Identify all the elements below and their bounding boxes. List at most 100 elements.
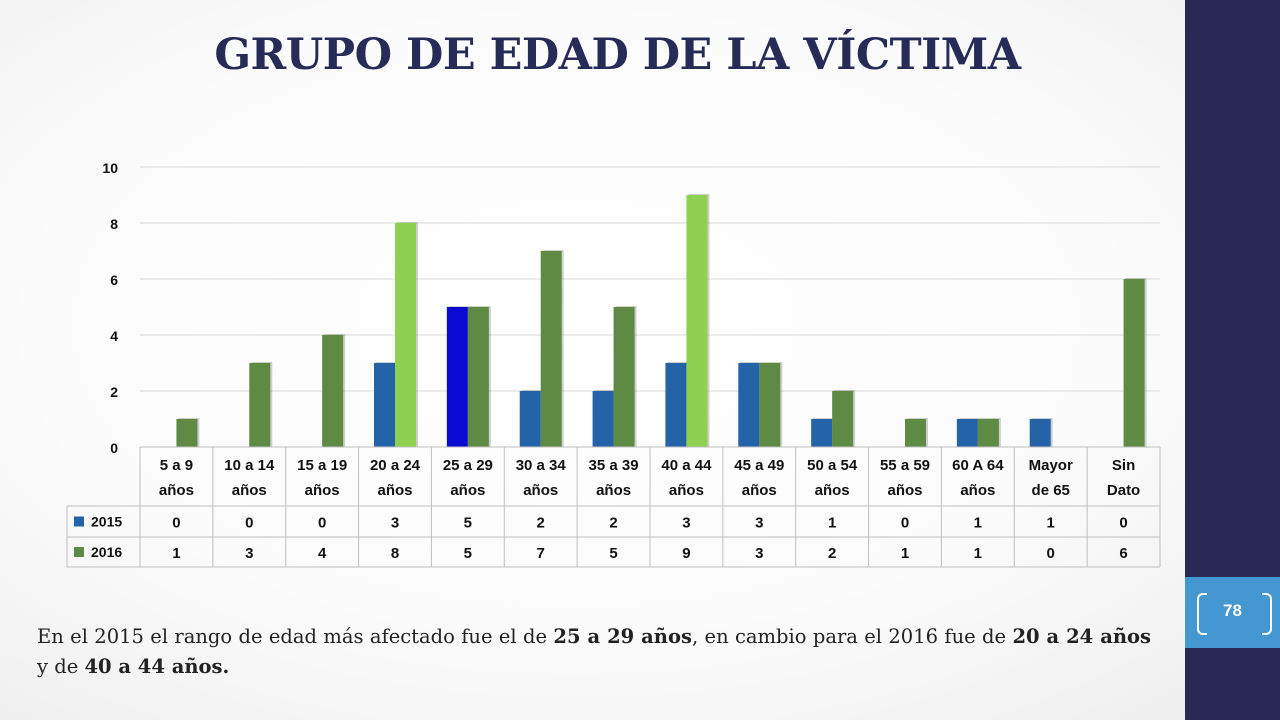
data-table-value: 0 [1119,515,1127,532]
note-bold-3: 40 a 44 años. [84,655,230,678]
note-text-2: , en cambio para el 2016 fue de [691,625,1013,648]
category-label: 20 a 24 [370,457,421,474]
category-label: años [450,482,485,499]
page-title: GRUPO DE EDAD DE LA VÍCTIMA [214,30,1021,80]
category-label: años [305,482,340,499]
category-label: de 65 [1032,482,1070,499]
data-table-value: 9 [682,545,690,562]
data-table-value: 1 [828,515,836,532]
legend-key-2016 [74,547,84,557]
data-table-value: 0 [901,515,909,532]
bar-2015 [519,391,541,447]
y-tick-label: 2 [110,384,118,400]
data-table-value: 1 [974,515,982,532]
page-number-badge: 78 [1185,577,1280,648]
data-table-value: 3 [755,545,763,562]
bar-2015 [446,307,468,447]
note-text-3: y de [37,655,85,678]
data-table-value: 1 [974,545,982,562]
data-table-value: 2 [828,545,836,562]
category-label: 10 a 14 [224,457,275,474]
category-label: años [815,482,850,499]
bar-2016 [832,391,854,447]
category-label: años [742,482,777,499]
category-label: 30 a 34 [516,457,567,474]
left-bracket-icon [1197,593,1207,635]
category-label: años [159,482,194,499]
category-label: años [523,482,558,499]
bar-2015 [956,419,978,447]
legend-label-2016: 2016 [91,544,122,560]
legend-label-2015: 2015 [91,514,122,530]
category-label: 45 a 49 [734,457,784,474]
data-table-value: 0 [318,515,326,532]
data-table-value: 6 [1119,545,1127,562]
data-table-value: 3 [391,515,399,532]
category-label: 50 a 54 [807,457,858,474]
right-bracket-icon [1262,593,1272,635]
page-number: 78 [1223,601,1242,620]
bar-2016 [322,335,344,447]
note-text-1: En el 2015 el rango de edad más afectado… [37,625,554,648]
bar-2016 [977,419,999,447]
y-tick-label: 8 [110,216,118,232]
data-table-value: 3 [755,515,763,532]
note-bold-2: 20 a 24 años [1012,625,1151,648]
data-table-value: 0 [172,515,180,532]
bar-2015 [1029,419,1051,447]
category-label: años [596,482,631,499]
bar-2016 [1123,279,1145,447]
category-label: 5 a 9 [160,457,193,474]
category-label: 40 a 44 [661,457,712,474]
note-bold-1: 25 a 29 años [553,625,692,648]
category-label: 35 a 39 [589,457,639,474]
category-label: años [232,482,267,499]
data-table-value: 7 [537,545,545,562]
data-table-value: 5 [609,545,617,562]
data-table-value: 3 [682,515,690,532]
data-table-value: 1 [901,545,909,562]
bar-2016 [613,307,635,447]
category-label: años [669,482,704,499]
legend-key-2015 [74,516,84,527]
data-table-value: 4 [318,545,327,562]
bar-2016 [540,251,562,447]
bar-2016 [686,195,708,447]
data-table-value: 2 [537,515,545,532]
bar-2016 [176,419,198,447]
data-table-value: 3 [245,545,253,562]
category-label: Sin [1112,457,1135,474]
data-table-value: 5 [464,545,472,562]
data-table-value: 5 [464,515,472,532]
data-table-value: 1 [1047,515,1055,532]
data-table-value: 2 [609,515,617,532]
category-label: 15 a 19 [297,457,347,474]
bar-2015 [374,363,395,447]
category-label: años [377,482,412,499]
data-table-value: 1 [172,545,180,562]
bar-2016 [249,363,271,447]
y-tick-label: 6 [110,272,118,288]
bar-2016 [905,419,926,447]
bar-2015 [738,363,760,447]
data-table-value: 0 [1047,545,1055,562]
chart-summary-note: En el 2015 el rango de edad más afectado… [37,622,1151,682]
y-tick-label: 4 [110,328,118,344]
category-label: Mayor [1029,457,1073,474]
data-table-value: 8 [391,545,399,562]
bar-2016 [759,363,781,447]
y-tick-label: 0 [110,440,118,456]
category-label: 55 a 59 [880,457,930,474]
y-tick-label: 10 [102,160,118,176]
bar-2016 [467,307,489,447]
bar-2016 [395,223,416,447]
category-label: Dato [1107,482,1140,499]
category-label: 60 A 64 [952,457,1004,474]
bar-2015 [592,391,614,447]
bar-2015 [665,363,687,447]
category-label: 25 a 29 [443,457,493,474]
category-label: años [887,482,922,499]
data-table-value: 0 [245,515,253,532]
bar-2015 [811,419,833,447]
